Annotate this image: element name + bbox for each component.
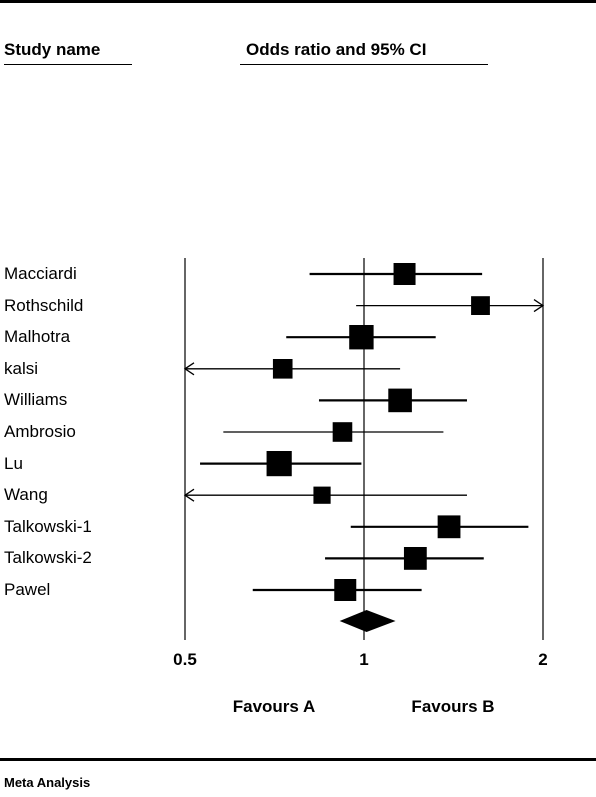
- point-estimate: [266, 451, 292, 477]
- odds-ratio-header: Odds ratio and 95% CI: [246, 40, 427, 59]
- point-estimate: [403, 547, 427, 570]
- study-label: Talkowski-2: [4, 548, 92, 568]
- study-label: Rothschild: [4, 295, 84, 315]
- study-name-underline: [4, 64, 132, 65]
- forest-plot: [183, 258, 545, 640]
- study-label: Wang: [4, 485, 48, 505]
- point-estimate: [349, 325, 374, 350]
- bottom-rule: [0, 758, 596, 761]
- study-label: Williams: [4, 390, 68, 410]
- study-name-header: Study name: [4, 40, 101, 59]
- point-estimate: [334, 579, 357, 601]
- point-estimate: [332, 422, 353, 442]
- point-estimate: [272, 359, 293, 379]
- study-label: Macciardi: [4, 264, 77, 283]
- tick-label-2: 2: [538, 650, 548, 669]
- summary-diamond: [339, 610, 396, 632]
- point-estimate: [393, 263, 416, 285]
- point-estimate: [437, 515, 461, 539]
- ci-arrow-left: [183, 362, 195, 376]
- favours-a-label: Favours A: [232, 697, 316, 716]
- footer-label: Meta Analysis: [4, 775, 91, 790]
- point-estimate: [471, 296, 490, 315]
- study-label: Malhotra: [4, 327, 71, 347]
- favours-b-label: Favours B: [411, 697, 495, 716]
- study-label: Talkowski-1: [4, 516, 92, 536]
- ci-arrow-right: [533, 299, 545, 313]
- top-rule: [0, 0, 596, 3]
- study-label: Lu: [4, 453, 23, 473]
- tick-label-1: 1: [359, 650, 369, 669]
- ci-arrow-left: [183, 488, 195, 502]
- point-estimate: [313, 486, 331, 504]
- study-label: Ambrosio: [4, 422, 76, 441]
- point-estimate: [388, 388, 412, 413]
- study-label: Pawel: [4, 580, 51, 599]
- odds-ratio-underline: [240, 64, 488, 65]
- tick-label-0.5: 0.5: [173, 650, 197, 669]
- study-label: kalsi: [4, 358, 39, 378]
